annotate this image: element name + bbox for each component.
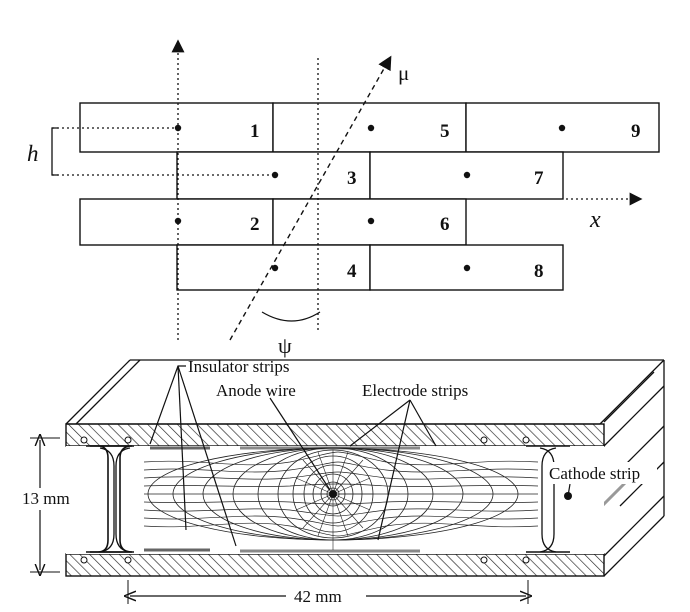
wire-dot-9: [558, 124, 566, 132]
psi-label: ψ: [278, 333, 292, 358]
x-axis-label: x: [589, 207, 601, 233]
mu-label: μ: [398, 61, 409, 85]
cell-label-6: 6: [440, 214, 450, 235]
h-label: h: [27, 141, 39, 166]
psi-angle-arc: [261, 311, 321, 322]
cell-label-2: 2: [250, 214, 260, 235]
cell-label-4: 4: [347, 261, 357, 282]
wire-dot-5: [367, 124, 375, 132]
top-plate: [65, 423, 605, 447]
cell-label-7: 7: [534, 168, 544, 189]
wire-dot-4: [271, 264, 279, 272]
drift-field-lines: [143, 451, 539, 537]
insulator-strips-label: Insulator strips: [188, 357, 290, 376]
cell-label-1: 1: [250, 121, 260, 142]
wire-dot-7: [463, 171, 471, 179]
anode-wire: [329, 490, 337, 498]
width-label: 42 mm: [294, 587, 342, 606]
height-label: 13 mm: [22, 489, 70, 508]
wire-dot-3: [271, 171, 279, 179]
cell-label-3: 3: [347, 168, 357, 189]
wire-dot-8: [463, 264, 471, 272]
bottom-plate: [65, 553, 605, 577]
drift-tube-diagram: Insulator strips Anode wire Electrode st…: [18, 357, 665, 607]
radial-field-lines: [293, 450, 373, 550]
cathode-strip-label: Cathode strip: [549, 464, 640, 483]
h-bracket: [51, 127, 58, 176]
muon-track: [229, 55, 392, 341]
anode-wire-label: Anode wire: [216, 381, 296, 400]
electrode-strips-label: Electrode strips: [362, 381, 468, 400]
cell-label-9: 9: [631, 121, 641, 142]
wire-dot-6: [367, 217, 375, 225]
wire-dot-2: [174, 217, 182, 225]
cell-label-8: 8: [534, 261, 544, 282]
cell-label-5: 5: [440, 121, 450, 142]
cell-layout-diagram: 1 5 9 3 7 2 6 4 8 x μ h ψ: [27, 39, 660, 358]
cell-4: [176, 244, 371, 291]
